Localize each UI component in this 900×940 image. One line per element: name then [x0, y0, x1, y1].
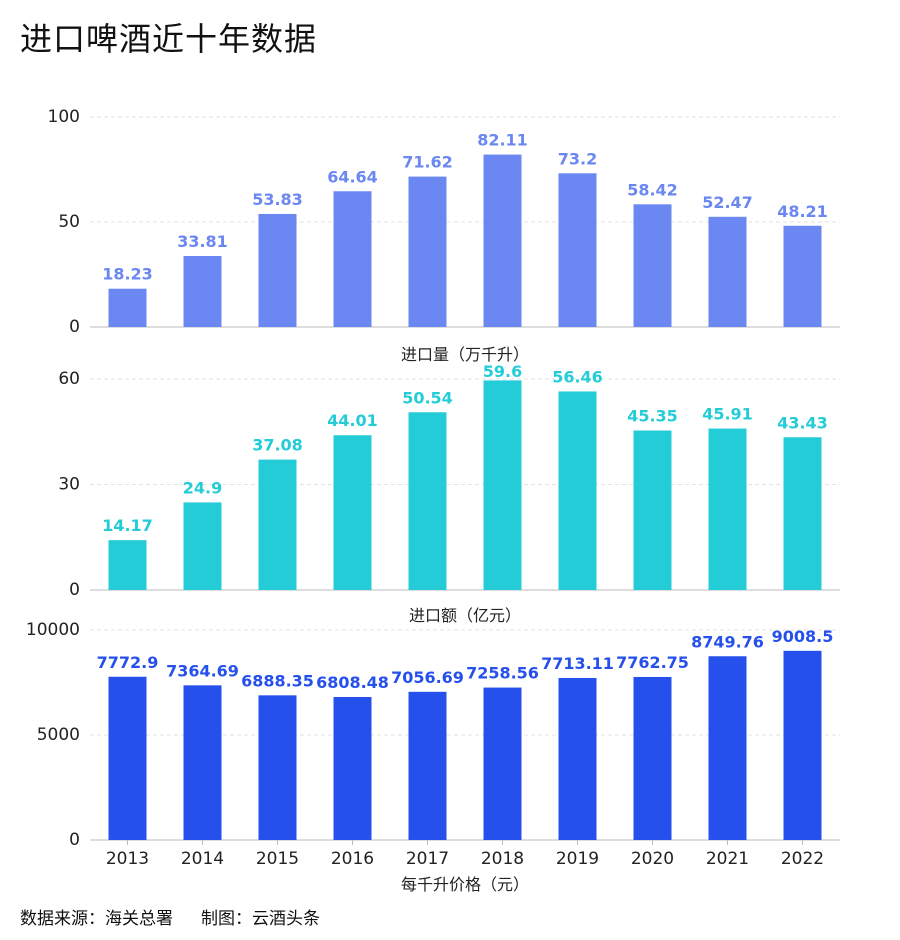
value-bar-2021	[708, 428, 747, 590]
price-value-label-2015: 6888.35	[241, 671, 314, 690]
volume-bar-2021	[708, 216, 747, 327]
volume-bar-2022	[783, 225, 822, 327]
value-y-tick-label: 0	[69, 580, 80, 600]
volume-value-label-2014: 33.81	[177, 232, 228, 251]
value-axis-title: 进口额（亿元）	[409, 606, 521, 625]
value-bar-2017	[408, 412, 447, 590]
value-y-tick-label: 30	[58, 475, 80, 495]
price-bar-2019	[558, 678, 597, 840]
value-bar-2022	[783, 437, 822, 590]
price-value-label-2014: 7364.69	[166, 661, 239, 680]
price-value-label-2017: 7056.69	[391, 668, 464, 687]
volume-value-label-2018: 82.11	[477, 131, 528, 150]
volume-axis-title: 进口量（万千升）	[401, 345, 529, 364]
volume-bar-2016	[333, 191, 372, 327]
price-bar-2021	[708, 656, 747, 840]
price-value-label-2020: 7762.75	[616, 653, 689, 672]
volume-value-label-2017: 71.62	[402, 153, 453, 172]
volume-bar-2019	[558, 173, 597, 327]
volume-y-tick-label: 100	[48, 107, 80, 127]
value-value-label-2022: 43.43	[777, 413, 828, 432]
x-tick-label-2020: 2020	[631, 849, 674, 869]
value-value-label-2020: 45.35	[627, 407, 678, 426]
x-tick-label-2014: 2014	[181, 849, 224, 869]
price-bar-2017	[408, 691, 447, 840]
value-y-tick-label: 60	[58, 369, 80, 389]
volume-bar-2015	[258, 213, 297, 327]
price-bar-2022	[783, 650, 822, 840]
data-source: 数据来源：海关总署	[20, 909, 173, 929]
volume-value-label-2020: 58.42	[627, 180, 678, 199]
price-value-label-2019: 7713.11	[541, 654, 614, 673]
value-bar-2015	[258, 459, 297, 590]
x-tick-label-2021: 2021	[706, 849, 749, 869]
price-bar-2014	[183, 685, 222, 840]
volume-bar-2017	[408, 176, 447, 327]
volume-bar-2013	[108, 288, 147, 327]
value-bar-2016	[333, 435, 372, 590]
x-tick-label-2019: 2019	[556, 849, 599, 869]
value-bar-2014	[183, 502, 222, 590]
volume-value-label-2016: 64.64	[327, 167, 378, 186]
value-value-label-2017: 50.54	[402, 388, 453, 407]
volume-bar-2018	[483, 154, 522, 327]
x-tick-label-2016: 2016	[331, 849, 374, 869]
price-value-label-2018: 7258.56	[466, 664, 539, 683]
value-bar-2019	[558, 391, 597, 590]
price-bar-2018	[483, 687, 522, 840]
value-bar-2013	[108, 540, 147, 590]
price-bar-2015	[258, 695, 297, 840]
x-tick-label-2015: 2015	[256, 849, 299, 869]
value-value-label-2013: 14.17	[102, 516, 153, 535]
value-value-label-2014: 24.9	[183, 478, 222, 497]
price-y-tick-label: 0	[69, 830, 80, 850]
volume-value-label-2019: 73.2	[558, 149, 597, 168]
value-value-label-2016: 44.01	[327, 411, 378, 430]
volume-value-label-2021: 52.47	[702, 193, 753, 212]
value-bar-2020	[633, 430, 672, 590]
price-value-label-2021: 8749.76	[691, 632, 764, 651]
volume-y-tick-label: 0	[69, 317, 80, 337]
value-bar-2018	[483, 380, 522, 590]
volume-value-label-2013: 18.23	[102, 265, 153, 284]
x-tick-label-2022: 2022	[781, 849, 824, 869]
value-value-label-2018: 59.6	[483, 362, 522, 381]
price-y-tick-label: 10000	[26, 620, 80, 640]
x-tick-label-2017: 2017	[406, 849, 449, 869]
price-axis-title: 每千升价格（元）	[401, 875, 529, 894]
value-value-label-2015: 37.08	[252, 436, 303, 455]
price-bar-2020	[633, 676, 672, 840]
price-value-label-2016: 6808.48	[316, 673, 389, 692]
x-tick-label-2018: 2018	[481, 849, 524, 869]
page-title: 进口啤酒近十年数据	[20, 20, 318, 58]
volume-y-tick-label: 50	[58, 212, 80, 232]
price-value-label-2022: 9008.5	[772, 627, 834, 646]
value-value-label-2021: 45.91	[702, 405, 753, 424]
volume-value-label-2022: 48.21	[777, 202, 828, 221]
footer: 数据来源：海关总署 制图：云酒头条	[20, 904, 320, 929]
value-value-label-2019: 56.46	[552, 367, 603, 386]
volume-bar-2020	[633, 204, 672, 327]
volume-value-label-2015: 53.83	[252, 190, 303, 209]
price-bar-2013	[108, 676, 147, 840]
volume-bar-2014	[183, 255, 222, 327]
price-value-label-2013: 7772.9	[97, 653, 159, 672]
price-bar-2016	[333, 697, 372, 840]
x-tick-label-2013: 2013	[106, 849, 149, 869]
price-y-tick-label: 5000	[37, 725, 80, 745]
chart-credit: 制图：云酒头条	[201, 909, 320, 929]
